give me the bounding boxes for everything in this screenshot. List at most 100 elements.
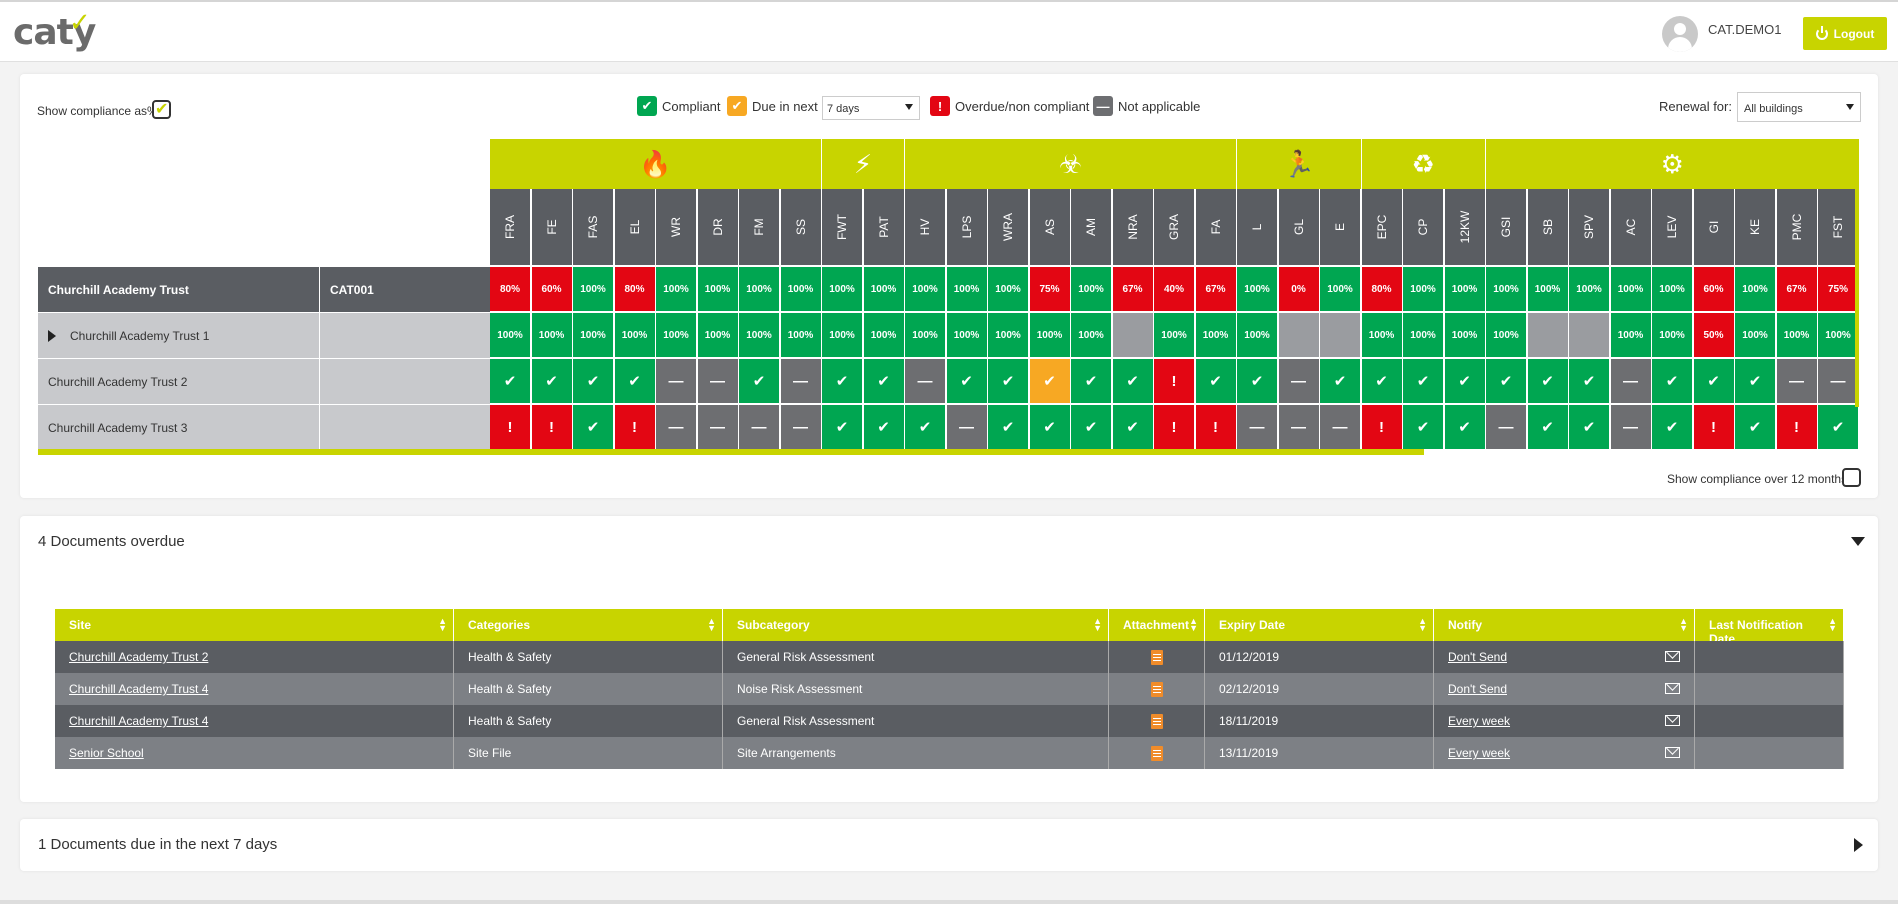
compliance-cell[interactable]: 100%: [1071, 313, 1112, 358]
table-cell[interactable]: [1109, 737, 1205, 769]
compliance-cell[interactable]: !: [1693, 405, 1735, 450]
compliance-cell[interactable]: 100%: [656, 313, 697, 358]
due-days-select[interactable]: 7 days: [822, 96, 920, 120]
compliance-cell[interactable]: —: [697, 405, 739, 450]
compliance-cell[interactable]: 100%: [1071, 267, 1112, 312]
compliance-cell[interactable]: 100%: [1403, 313, 1444, 358]
compliance-cell[interactable]: ✔: [905, 405, 946, 450]
table-header[interactable]: Subcategory ▲ ▼: [723, 609, 1109, 641]
table-cell[interactable]: [1109, 641, 1205, 673]
compliance-cell[interactable]: !: [614, 405, 656, 450]
compliance-cell[interactable]: 100%: [1486, 267, 1527, 312]
table-cell[interactable]: Don't Send: [1434, 641, 1695, 673]
compliance-cell[interactable]: 67%: [1112, 267, 1154, 312]
column-header[interactable]: SPV: [1569, 189, 1610, 265]
table-header[interactable]: Expiry Date ▲ ▼: [1205, 609, 1434, 641]
compliance-cell[interactable]: [1278, 313, 1320, 358]
compliance-cell[interactable]: ✔: [1735, 405, 1776, 450]
compliance-cell[interactable]: 60%: [1693, 267, 1735, 312]
compliance-cell[interactable]: 100%: [905, 267, 946, 312]
compliance-cell[interactable]: ✔: [946, 359, 988, 404]
compliance-cell[interactable]: 100%: [988, 313, 1029, 358]
column-header[interactable]: HV: [905, 189, 946, 265]
compliance-cell[interactable]: ✔: [490, 359, 531, 404]
compliance-cell[interactable]: 100%: [614, 313, 656, 358]
table-header[interactable]: Attachment ▲ ▼: [1109, 609, 1205, 641]
compliance-cell[interactable]: ✔: [1735, 359, 1776, 404]
compliance-cell[interactable]: 100%: [697, 267, 739, 312]
compliance-cell[interactable]: 100%: [1195, 313, 1237, 358]
compliance-cell[interactable]: 100%: [780, 313, 822, 358]
table-cell[interactable]: Churchill Academy Trust 4: [55, 673, 454, 705]
sort-icon[interactable]: ▲ ▼: [1418, 616, 1427, 633]
user-avatar[interactable]: [1662, 16, 1698, 52]
compliance-cell[interactable]: 100%: [988, 267, 1029, 312]
sort-icon[interactable]: ▲ ▼: [438, 616, 447, 633]
compliance-cell[interactable]: —: [946, 405, 988, 450]
site-link[interactable]: Churchill Academy Trust 4: [69, 714, 209, 728]
compliance-cell[interactable]: !: [1776, 405, 1818, 450]
compliance-cell[interactable]: 100%: [1818, 313, 1859, 358]
compliance-cell[interactable]: [1112, 313, 1154, 358]
compliance-cell[interactable]: 100%: [1527, 267, 1569, 312]
compliance-cell[interactable]: !: [1154, 359, 1195, 404]
column-header[interactable]: SS: [780, 189, 822, 265]
column-header[interactable]: FAS: [573, 189, 614, 265]
compliance-cell[interactable]: —: [1610, 405, 1652, 450]
compliance-cell[interactable]: ✔: [573, 405, 614, 450]
table-cell[interactable]: Don't Send: [1434, 673, 1695, 705]
compliance-cell[interactable]: 100%: [1029, 313, 1071, 358]
table-cell[interactable]: Senior School: [55, 737, 454, 769]
show-12-months-checkbox[interactable]: [1842, 468, 1861, 487]
compliance-cell[interactable]: 100%: [1320, 267, 1361, 312]
compliance-cell[interactable]: !: [1195, 405, 1237, 450]
show-pct-checkbox[interactable]: [152, 99, 171, 119]
compliance-cell[interactable]: 100%: [573, 267, 614, 312]
row-site-name[interactable]: Churchill Academy Trust 3: [38, 405, 319, 451]
compliance-cell[interactable]: !: [531, 405, 573, 450]
compliance-cell[interactable]: 100%: [656, 267, 697, 312]
compliance-cell[interactable]: 100%: [863, 267, 905, 312]
compliance-cell[interactable]: —: [1278, 359, 1320, 404]
compliance-cell[interactable]: ✔: [863, 359, 905, 404]
compliance-cell[interactable]: ✔: [1403, 405, 1444, 450]
horizontal-scrollbar[interactable]: [38, 449, 1424, 455]
compliance-cell[interactable]: ✔: [1029, 405, 1071, 450]
notify-link[interactable]: Don't Send: [1448, 650, 1507, 664]
compliance-cell[interactable]: 80%: [490, 267, 531, 312]
table-cell[interactable]: Every week: [1434, 737, 1695, 769]
document-icon[interactable]: [1150, 746, 1163, 761]
compliance-cell[interactable]: 100%: [946, 313, 988, 358]
column-header[interactable]: FM: [739, 189, 780, 265]
compliance-cell[interactable]: 100%: [780, 267, 822, 312]
compliance-cell[interactable]: ✔: [1486, 359, 1527, 404]
compliance-cell[interactable]: !: [1361, 405, 1403, 450]
sort-icon[interactable]: ▲ ▼: [1679, 616, 1688, 633]
sort-icon[interactable]: ▲ ▼: [707, 616, 716, 633]
column-header[interactable]: GL: [1278, 189, 1320, 265]
compliance-cell[interactable]: [1527, 313, 1569, 358]
compliance-cell[interactable]: ✔: [1071, 359, 1112, 404]
column-header[interactable]: AC: [1610, 189, 1652, 265]
table-cell[interactable]: [1109, 705, 1205, 737]
compliance-cell[interactable]: 100%: [739, 267, 780, 312]
mail-icon[interactable]: [1665, 715, 1680, 726]
compliance-cell[interactable]: 100%: [1444, 313, 1486, 358]
compliance-cell[interactable]: ✔: [863, 405, 905, 450]
compliance-cell[interactable]: 100%: [1652, 313, 1693, 358]
compliance-cell[interactable]: 100%: [1776, 313, 1818, 358]
column-header[interactable]: AS: [1029, 189, 1071, 265]
compliance-cell[interactable]: ✔: [739, 359, 780, 404]
compliance-cell[interactable]: ✔: [1569, 359, 1610, 404]
site-link[interactable]: Senior School: [69, 746, 144, 760]
column-header[interactable]: AM: [1071, 189, 1112, 265]
column-header[interactable]: FE: [531, 189, 573, 265]
compliance-cell[interactable]: 67%: [1195, 267, 1237, 312]
mail-icon[interactable]: [1665, 651, 1680, 662]
compliance-cell[interactable]: ✔: [988, 359, 1029, 404]
compliance-cell[interactable]: —: [1320, 405, 1361, 450]
column-header[interactable]: L: [1237, 189, 1278, 265]
compliance-cell[interactable]: ✔: [1527, 405, 1569, 450]
compliance-cell[interactable]: 100%: [1237, 267, 1278, 312]
due-title[interactable]: 1 Documents due in the next 7 days: [38, 836, 278, 853]
